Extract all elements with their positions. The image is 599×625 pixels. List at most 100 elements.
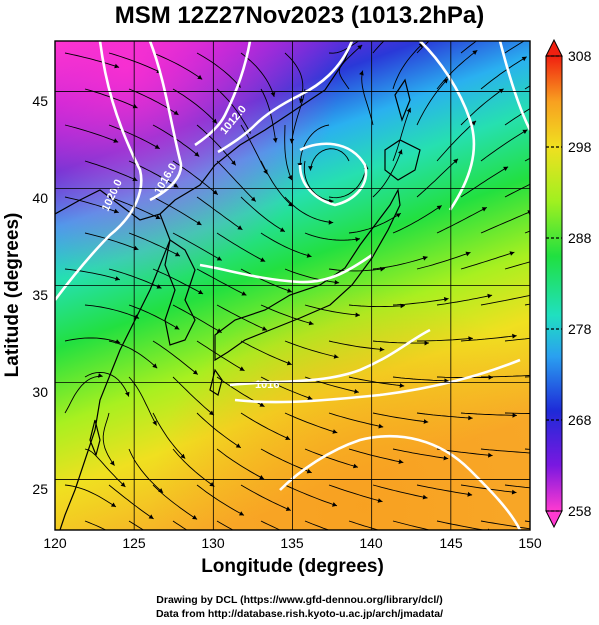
streamline [504, 108, 530, 126]
streamline [416, 412, 473, 419]
streamline-arrowhead [472, 50, 478, 55]
streamline-arrowhead [467, 491, 473, 497]
streamline-arrowhead [533, 373, 538, 378]
x-tick-label: 125 [122, 535, 146, 551]
streamline-arrowhead [576, 449, 581, 454]
streamline [64, 196, 119, 214]
streamline-arrowhead [444, 378, 449, 384]
x-tick-label: 135 [280, 535, 304, 551]
x-tick-label: 130 [201, 535, 225, 551]
streamline [172, 520, 188, 530]
streamline [64, 337, 121, 344]
streamline-arrowhead [465, 251, 471, 257]
streamline [328, 268, 385, 272]
streamline [460, 166, 509, 198]
streamline [504, 484, 530, 489]
streamline [196, 268, 247, 296]
streamline-arrowhead [468, 415, 473, 421]
streamline [436, 294, 493, 306]
streamline-arrowhead [216, 256, 222, 261]
streamline-arrowhead [359, 70, 364, 76]
x-tick-label: 145 [439, 535, 463, 551]
streamline [172, 232, 223, 261]
streamline-arrowhead [212, 189, 218, 195]
streamline [504, 261, 530, 270]
streamline-arrowhead [133, 245, 139, 251]
streamline [260, 520, 282, 530]
colorbar-tick-label: 258 [568, 503, 592, 519]
streamline-arrowhead [443, 78, 448, 84]
streamline [84, 160, 138, 182]
streamline [460, 412, 517, 416]
streamline-arrowhead [192, 369, 198, 375]
streamline [64, 124, 119, 143]
streamline-arrowhead [262, 543, 267, 547]
streamline-arrowhead [114, 63, 120, 69]
streamline-arrowhead [262, 326, 267, 331]
streamline [372, 149, 403, 198]
streamline [196, 484, 245, 516]
streamline [392, 376, 449, 382]
streamline [284, 196, 334, 224]
map-frame [54, 40, 531, 531]
streamline-arrowhead [333, 354, 339, 359]
streamline-arrowhead [231, 160, 236, 166]
streamline [303, 160, 334, 202]
streamline [64, 484, 117, 508]
streamline [416, 78, 449, 126]
y-tick-label: 45 [32, 93, 48, 109]
streamline-arrowhead [498, 88, 504, 94]
streamline-arrowhead [174, 325, 180, 330]
streamline [172, 88, 218, 124]
streamline-arrowhead [354, 389, 359, 394]
streamline [240, 340, 292, 366]
streamline-arrowhead [113, 138, 119, 143]
streamline-arrowhead [239, 366, 245, 371]
x-tick-label: 150 [518, 535, 542, 551]
streamline-arrowhead [468, 336, 473, 341]
streamline [128, 232, 181, 257]
streamline [260, 88, 277, 143]
streamline [304, 232, 361, 241]
streamline [480, 129, 528, 162]
streamline [372, 412, 429, 423]
streamline-arrowhead [481, 207, 487, 212]
colorbar-tick-label: 298 [568, 139, 592, 155]
streamline-arrowhead [487, 293, 493, 299]
streamline [436, 49, 478, 90]
colorbar-gradient [545, 55, 563, 512]
streamline [152, 196, 202, 226]
streamline [392, 298, 449, 306]
streamline [328, 41, 360, 54]
streamline-arrowhead [239, 511, 244, 516]
streamline [460, 41, 478, 54]
streamline-arrowhead [410, 16, 415, 21]
streamline-arrowhead [115, 276, 120, 281]
streamline [504, 337, 530, 342]
streamline-arrowhead [156, 284, 162, 289]
credit-data: Data from http://database.rish.kyoto-u.a… [155, 608, 444, 620]
streamline [240, 196, 286, 232]
streamline-arrowhead [423, 419, 429, 424]
streamline [196, 124, 237, 166]
streamline [392, 42, 424, 90]
x-tick-label: 120 [43, 535, 67, 551]
streamline [260, 160, 294, 207]
streamline-arrowhead [260, 257, 266, 262]
streamline-arrowhead [192, 515, 198, 520]
streamline [84, 232, 139, 251]
streamline [328, 412, 384, 428]
streamline [84, 448, 126, 488]
streamline-arrowhead [154, 144, 160, 149]
streamline [260, 304, 314, 325]
y-tick-label: 25 [32, 481, 48, 497]
streamline-arrowhead [355, 312, 360, 318]
streamline-arrowhead [453, 158, 458, 164]
streamline-arrowhead [113, 208, 119, 214]
streamline-arrowhead [109, 460, 115, 466]
streamline-arrowhead [399, 383, 405, 388]
streamline-arrowhead [532, 451, 537, 456]
streamline-arrowhead [197, 74, 203, 80]
streamline-arrowhead [573, 213, 578, 218]
streamline-arrowhead [471, 120, 476, 126]
